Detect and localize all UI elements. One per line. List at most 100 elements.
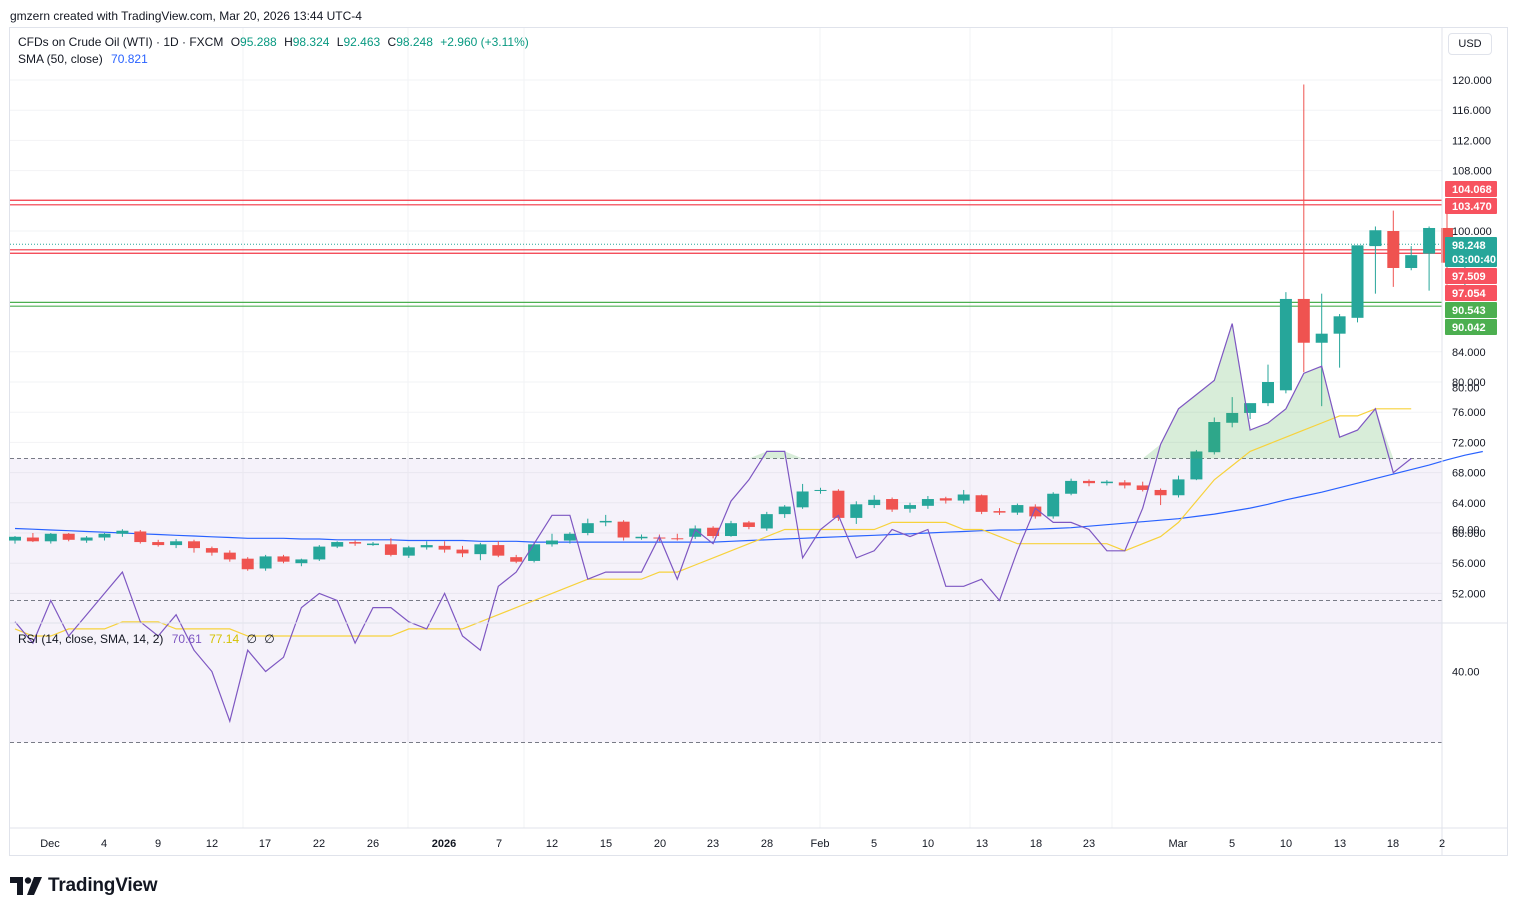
- price-tick-label: 84.000: [1452, 347, 1486, 359]
- brand-name: TradingView: [48, 875, 158, 896]
- time-tick-label: 20: [654, 838, 666, 850]
- candle-body: [939, 498, 952, 501]
- time-tick-label: 17: [259, 838, 271, 850]
- candle-body: [474, 544, 487, 555]
- candle-body: [1065, 480, 1078, 494]
- close-label: C: [387, 35, 397, 49]
- sma-line: [14, 450, 1483, 543]
- sma-value: 70.821: [111, 52, 148, 66]
- symbol-legend[interactable]: CFDs on Crude Oil (WTI) · 1D · FXCM O95.…: [18, 35, 529, 49]
- candle-body: [205, 548, 218, 553]
- time-tick-label: 18: [1387, 838, 1399, 850]
- time-tick-label: 2: [1439, 838, 1445, 850]
- candle-body: [957, 494, 970, 501]
- horizontal-lines: [10, 199, 1442, 307]
- candle-body: [1172, 479, 1185, 496]
- candle-body: [1118, 482, 1131, 486]
- candle-body: [1423, 227, 1436, 254]
- rsi-value: 70.61: [171, 632, 202, 646]
- price-tick-label: 120.000: [1452, 75, 1492, 87]
- candle-body: [1226, 412, 1239, 423]
- candle-body: [725, 523, 737, 537]
- price-tick-label: 108.000: [1452, 166, 1492, 178]
- price-tick-label: 56.000: [1452, 558, 1486, 570]
- candle-body: [993, 511, 1006, 513]
- currency-button[interactable]: USD: [1448, 33, 1492, 55]
- time-tick-label: 26: [367, 838, 379, 850]
- time-tick-label: Mar: [1169, 838, 1188, 850]
- rsi-extra-1: ∅: [246, 632, 257, 646]
- chart-frame[interactable]: [9, 27, 1508, 856]
- price-label-bg: [1445, 198, 1497, 214]
- price-label-bg: [1445, 251, 1497, 267]
- candle-body: [331, 542, 344, 547]
- low-label: L: [336, 35, 344, 49]
- candle-body: [617, 521, 630, 538]
- change-value: +2.960 (+3.11%): [440, 35, 529, 49]
- candle-body: [707, 527, 720, 537]
- candle-body: [116, 530, 129, 534]
- candle-body: [80, 537, 93, 541]
- price-tick-label: 72.000: [1452, 437, 1486, 449]
- rsi-tick-label: 80.00: [1452, 383, 1480, 395]
- candle-body: [1011, 505, 1024, 513]
- symbol-name: CFDs on Crude Oil (WTI) · 1D · FXCM: [18, 35, 224, 49]
- time-tick-label: 12: [546, 838, 558, 850]
- candle-body: [1333, 316, 1346, 334]
- candle-body: [188, 541, 200, 549]
- candle-body: [778, 506, 791, 515]
- time-tick-label: 15: [600, 838, 612, 850]
- time-tick-label: Feb: [811, 838, 830, 850]
- rsi-overbought-fill: [748, 451, 803, 459]
- candle-body: [313, 546, 326, 560]
- candle-body: [259, 556, 272, 569]
- candle-body: [1351, 245, 1364, 318]
- candle-body: [420, 545, 433, 548]
- candle-body: [742, 522, 755, 527]
- candle-body: [1244, 403, 1257, 413]
- candle-body: [1100, 481, 1113, 484]
- candle-body: [1154, 489, 1167, 496]
- candle-body: [510, 557, 523, 562]
- candle-body: [277, 556, 290, 562]
- candle-body: [886, 499, 899, 510]
- high-value: 98.324: [292, 35, 330, 49]
- candle-body: [546, 540, 558, 545]
- rsi-legend[interactable]: RSI (14, close, SMA, 14, 2) 70.61 77.14 …: [18, 632, 275, 646]
- candle-body: [223, 552, 236, 560]
- candle-body: [796, 491, 809, 508]
- rsi-lines: [14, 323, 1412, 724]
- time-tick-label: 13: [1334, 838, 1346, 850]
- candle-body: [26, 537, 39, 542]
- time-tick-label: 5: [1229, 838, 1235, 850]
- candle-body: [1136, 485, 1149, 490]
- candle-body: [98, 533, 111, 538]
- candle-body: [689, 528, 702, 537]
- time-tick-label: 28: [761, 838, 773, 850]
- rsi-tick-label: 60.00: [1452, 525, 1480, 537]
- candle-body: [438, 545, 451, 550]
- price-label-text: 104.068: [1452, 184, 1492, 196]
- price-tick-label: 68.000: [1452, 468, 1486, 480]
- price-label-text: 97.509: [1452, 271, 1486, 283]
- candle-body: [492, 545, 505, 556]
- open-label: O: [230, 35, 241, 49]
- candle-body: [832, 490, 845, 518]
- rsi-tick-label: 40.00: [1452, 667, 1480, 679]
- price-label-bg: [1445, 285, 1497, 301]
- candle-body: [241, 558, 254, 570]
- candle-body: [581, 523, 594, 533]
- price-tick-label: 60.000: [1452, 528, 1486, 540]
- brand: TradingView: [10, 874, 158, 898]
- rsi-sma-line: [14, 408, 1412, 637]
- candle-body: [635, 536, 648, 539]
- candle-body: [62, 533, 75, 540]
- price-tick-label: 52.000: [1452, 588, 1486, 600]
- candle-body: [1315, 333, 1328, 343]
- candle-body: [868, 499, 881, 506]
- time-tick-label: 7: [496, 838, 502, 850]
- candle-body: [1369, 230, 1382, 247]
- candle-body: [1387, 231, 1400, 268]
- sma-legend[interactable]: SMA (50, close) 70.821: [18, 52, 148, 66]
